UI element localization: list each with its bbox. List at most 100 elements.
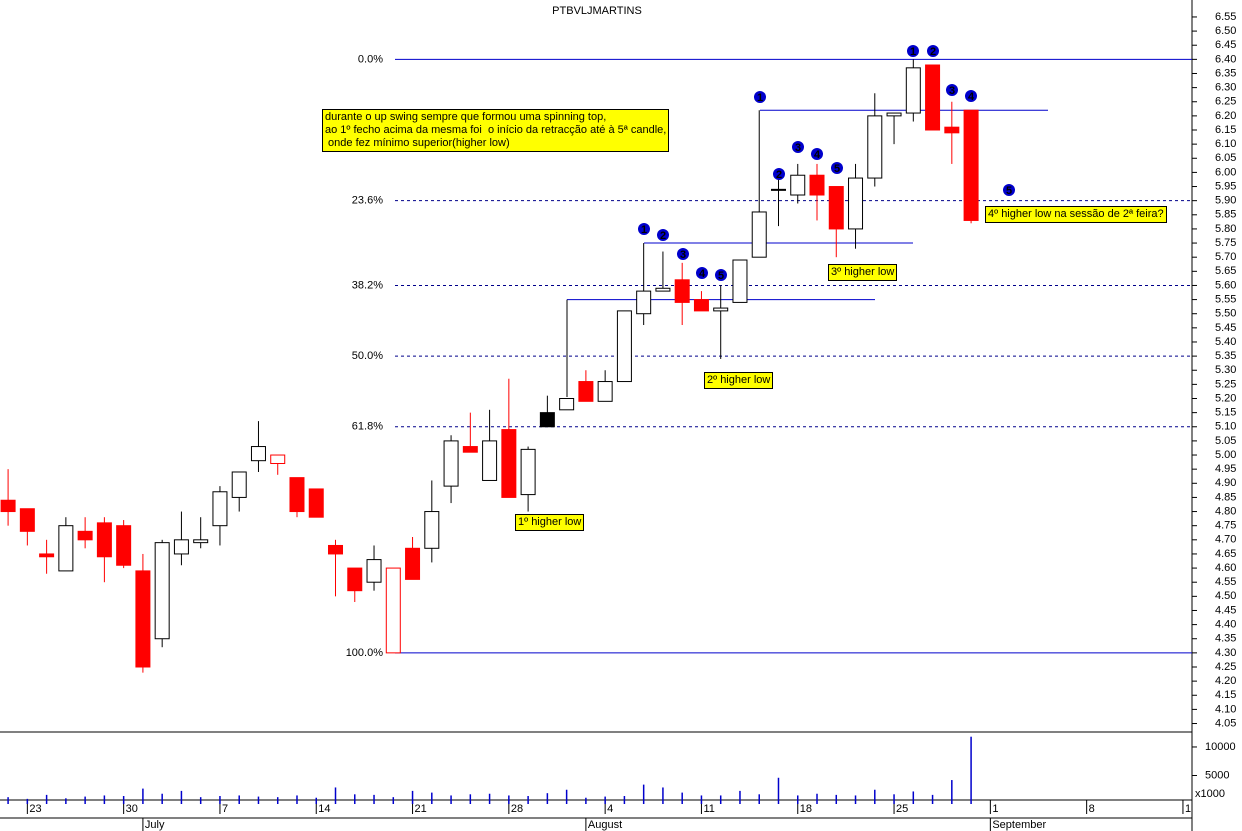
marker-circle bbox=[677, 248, 689, 260]
marker-circle bbox=[927, 45, 939, 57]
candle-body bbox=[443, 440, 459, 487]
candle-body bbox=[462, 446, 478, 453]
candle-body bbox=[116, 525, 132, 566]
x-tick-label: 28 bbox=[511, 803, 523, 815]
candle-body bbox=[867, 115, 883, 179]
y-tick-label: 6.55 bbox=[1215, 11, 1236, 23]
y-tick-label: 4.20 bbox=[1215, 675, 1236, 687]
y-tick-label: 5.05 bbox=[1215, 435, 1236, 447]
x-tick-label: 8 bbox=[1089, 803, 1095, 815]
y-tick-label: 5.80 bbox=[1215, 223, 1236, 235]
x-tick-label: 7 bbox=[222, 803, 228, 815]
y-tick-label: 5.65 bbox=[1215, 265, 1236, 277]
candle-body bbox=[693, 299, 709, 312]
month-label: September bbox=[992, 819, 1046, 831]
marker-circle bbox=[946, 84, 958, 96]
y-tick-label: 5.75 bbox=[1215, 237, 1236, 249]
candle-body bbox=[674, 279, 690, 303]
marker-label: 4 bbox=[699, 268, 706, 280]
y-tick-label: 4.70 bbox=[1215, 534, 1236, 546]
fib-label: 100.0% bbox=[346, 647, 384, 659]
candle-body bbox=[925, 64, 941, 131]
y-tick-label: 5.00 bbox=[1215, 449, 1236, 461]
fib-label: 0.0% bbox=[358, 53, 383, 65]
volume-tick-label: 10000 bbox=[1205, 741, 1236, 753]
candle-body bbox=[289, 477, 305, 513]
candle-body bbox=[848, 177, 864, 230]
marker-label: 2 bbox=[930, 46, 936, 58]
marker-circle bbox=[965, 90, 977, 102]
y-tick-label: 4.40 bbox=[1215, 619, 1236, 631]
x-tick-label: 4 bbox=[607, 803, 613, 815]
candle-body bbox=[231, 471, 247, 498]
y-tick-label: 4.25 bbox=[1215, 661, 1236, 673]
candle-body bbox=[886, 112, 902, 117]
y-tick-label: 6.05 bbox=[1215, 152, 1236, 164]
annotation-line: 3º higher low bbox=[831, 266, 895, 278]
y-tick-label: 5.10 bbox=[1215, 421, 1236, 433]
candle-body bbox=[0, 499, 16, 513]
y-tick-label: 6.10 bbox=[1215, 138, 1236, 150]
x-tick-label: 1 bbox=[992, 803, 998, 815]
candle-body bbox=[39, 553, 55, 558]
x-tick-label: 18 bbox=[800, 803, 812, 815]
y-tick-label: 4.45 bbox=[1215, 604, 1236, 616]
marker-label: 3 bbox=[680, 249, 686, 261]
candle-body bbox=[501, 429, 517, 498]
y-tick-label: 5.20 bbox=[1215, 392, 1236, 404]
candle-body bbox=[135, 570, 151, 668]
y-tick-label: 5.45 bbox=[1215, 322, 1236, 334]
marker-circle bbox=[907, 45, 919, 57]
y-tick-label: 6.00 bbox=[1215, 166, 1236, 178]
y-tick-label: 4.95 bbox=[1215, 463, 1236, 475]
y-tick-label: 5.85 bbox=[1215, 209, 1236, 221]
candle-body bbox=[173, 539, 189, 555]
y-tick-label: 4.80 bbox=[1215, 505, 1236, 517]
fib-label: 38.2% bbox=[352, 279, 383, 291]
annotation-line: durante o up swing sempre que formou uma… bbox=[325, 111, 607, 123]
y-tick-label: 4.55 bbox=[1215, 576, 1236, 588]
x-tick-label: 14 bbox=[318, 803, 330, 815]
x-tick-label: 21 bbox=[415, 803, 427, 815]
candle-body bbox=[539, 412, 555, 428]
y-tick-label: 6.40 bbox=[1215, 53, 1236, 65]
y-tick-label: 4.35 bbox=[1215, 633, 1236, 645]
marker-label: 5 bbox=[834, 163, 840, 175]
y-tick-label: 4.75 bbox=[1215, 520, 1236, 532]
annotation-box: durante o up swing sempre que formou uma… bbox=[322, 109, 670, 152]
marker-label: 3 bbox=[795, 142, 801, 154]
fib-label: 50.0% bbox=[352, 350, 383, 362]
candle-body bbox=[520, 448, 536, 496]
y-tick-label: 6.35 bbox=[1215, 67, 1236, 79]
y-tick-label: 6.25 bbox=[1215, 96, 1236, 108]
candle-body bbox=[270, 454, 286, 465]
marker-circle bbox=[831, 162, 843, 174]
annotation-box: 2º higher low bbox=[704, 372, 774, 389]
y-tick-label: 5.70 bbox=[1215, 251, 1236, 263]
marker-circle bbox=[715, 269, 727, 281]
marker-label: 3 bbox=[949, 85, 955, 97]
y-tick-label: 4.50 bbox=[1215, 590, 1236, 602]
marker-label: 4 bbox=[814, 149, 821, 161]
candle-body bbox=[732, 259, 748, 303]
marker-circle bbox=[657, 229, 669, 241]
candle-body bbox=[77, 530, 93, 541]
y-tick-label: 5.50 bbox=[1215, 308, 1236, 320]
candle-body bbox=[809, 174, 825, 196]
candle-body bbox=[616, 310, 632, 383]
chart-title: PTBVLJMARTINS bbox=[552, 5, 642, 17]
volume-tick-label: 5000 bbox=[1205, 769, 1229, 781]
annotation-box: 4º higher low na sessão de 2ª feira? bbox=[985, 206, 1167, 223]
y-tick-label: 5.60 bbox=[1215, 279, 1236, 291]
y-tick-label: 4.90 bbox=[1215, 477, 1236, 489]
candle-body bbox=[58, 525, 74, 572]
candle-body bbox=[96, 522, 112, 558]
candle-body bbox=[655, 287, 671, 292]
candle-body bbox=[424, 511, 440, 549]
marker-circle bbox=[773, 168, 785, 180]
y-tick-label: 4.65 bbox=[1215, 548, 1236, 560]
candle-body bbox=[328, 544, 344, 555]
annotation-line: ao 1º fecho acima da mesma foi o início … bbox=[325, 124, 667, 136]
